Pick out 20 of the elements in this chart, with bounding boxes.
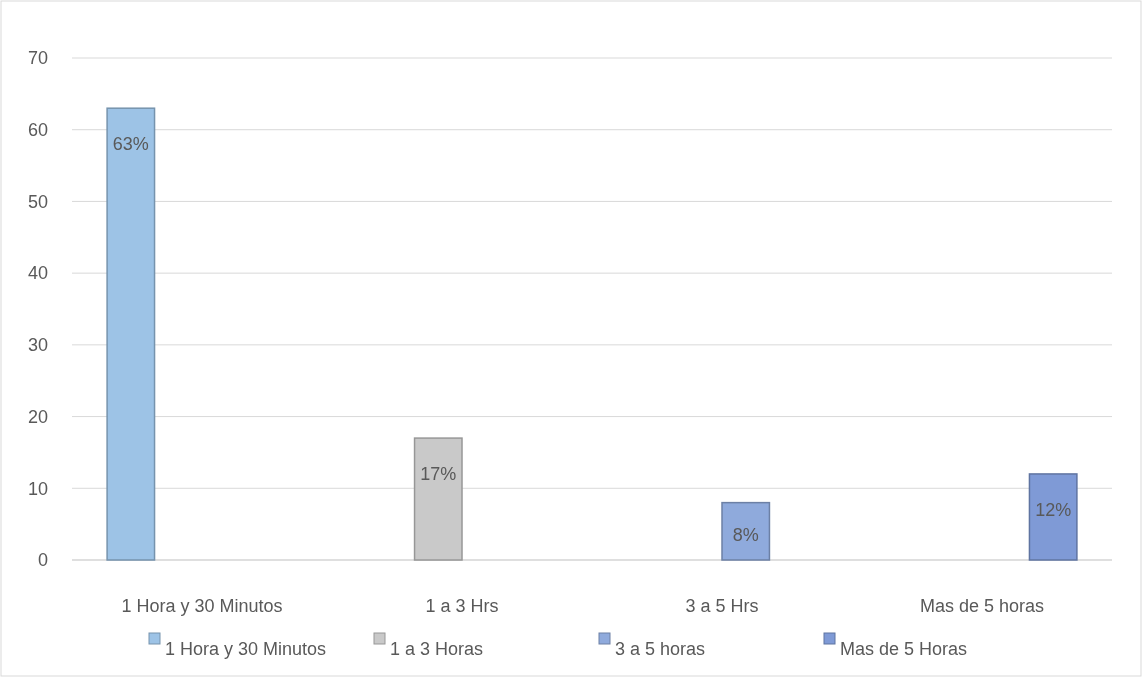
legend-label: 1 a 3 Horas — [390, 639, 484, 659]
y-tick-label: 70 — [27, 48, 48, 69]
x-tick-label: 3 a 5 Hrs — [685, 596, 759, 616]
legend-label: Mas de 5 Horas — [840, 639, 968, 659]
y-tick-label: 10 — [27, 478, 48, 499]
data-label: 17% — [420, 464, 457, 485]
data-label: 12% — [1035, 499, 1072, 520]
x-tick-label: 1 a 3 Hrs — [425, 596, 499, 616]
y-tick-label: 40 — [27, 263, 48, 284]
legend-label: 3 a 5 horas — [615, 639, 706, 659]
y-tick-label: 60 — [27, 120, 48, 141]
y-tick-label: 50 — [27, 191, 48, 212]
y-tick-label: 30 — [27, 335, 48, 356]
x-tick-label: Mas de 5 horas — [919, 596, 1045, 616]
x-tick-label: 1 Hora y 30 Minutos — [121, 596, 283, 616]
y-tick-label: 0 — [37, 550, 48, 571]
data-label: 8% — [732, 525, 759, 546]
data-label: 63% — [112, 134, 149, 155]
legend-label: 1 Hora y 30 Minutos — [165, 639, 327, 659]
y-tick-label: 20 — [27, 406, 48, 427]
